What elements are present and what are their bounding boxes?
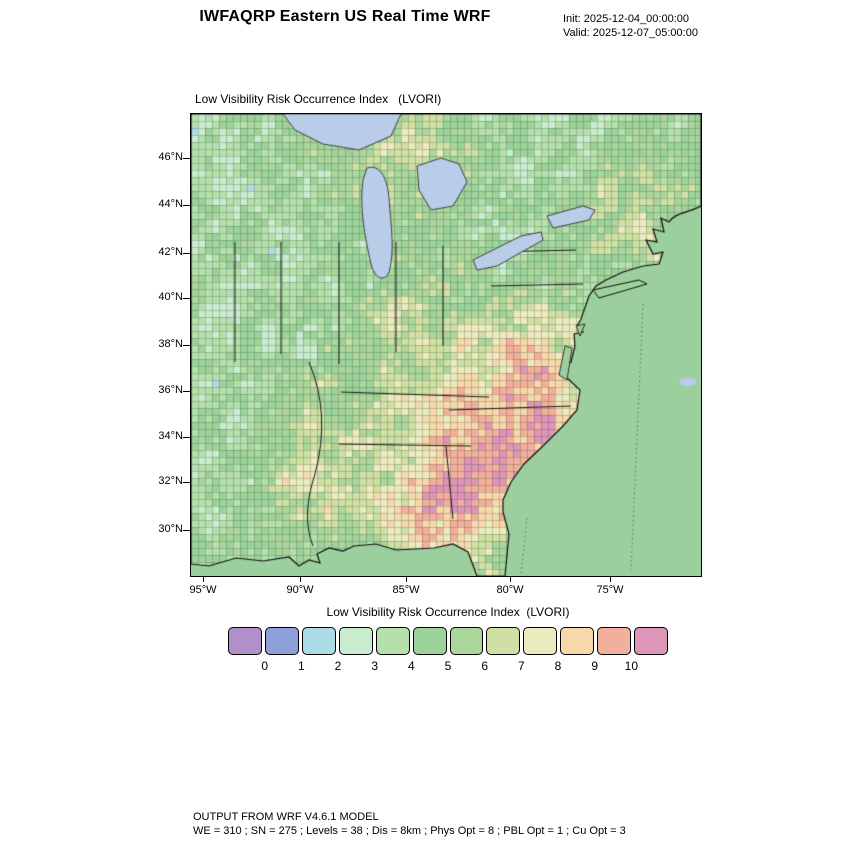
legend-color-cell [264,627,299,655]
lat-tick-mark [183,482,190,483]
lat-tick-label: 40°N [158,291,183,303]
lat-tick-label: 36°N [158,384,183,396]
legend-tick-label: 8 [554,659,562,673]
lon-tick-mark [406,576,407,582]
legend-color-cell [486,627,521,655]
map-panel-title: Low Visibility Risk Occurrence Index (LV… [195,92,442,106]
lat-tick-mark [183,345,190,346]
lvori-map-canvas [191,114,701,576]
legend-tick-label: 6 [481,659,488,673]
legend-tick-label: 9 [591,659,598,673]
legend-colorbar [228,627,669,655]
lon-tick-label: 85°W [392,584,420,596]
lat-tick-mark [183,158,190,159]
lon-tick-mark [203,576,204,582]
legend-color-cell [634,627,669,655]
footer-line2: WE = 310 ; SN = 275 ; Levels = 38 ; Dis … [193,825,626,837]
lat-tick-label: 42°N [158,246,183,258]
lat-tick-mark [183,205,190,206]
legend-tick-label: 1 [297,659,305,673]
legend-color-cell [338,627,373,655]
legend-tick-label: 10 [624,659,638,673]
lat-tick-label: 34°N [158,430,183,442]
legend-color-cell [301,627,336,655]
lat-tick-mark [183,391,190,392]
lon-tick-mark [610,576,611,582]
map-frame [190,113,702,577]
legend-color-cell [560,627,595,655]
lat-tick-mark [183,253,190,254]
legend-title: Low Visibility Risk Occurrence Index (LV… [326,605,570,619]
legend-color-cell [412,627,447,655]
lat-tick-label: 38°N [158,338,183,350]
valid-time: Valid: 2025-12-07_05:00:00 [563,27,698,39]
init-time: Init: 2025-12-04_00:00:00 [563,13,689,25]
legend-tick-label: 2 [334,659,342,673]
run-times: Init: 2025-12-04_00:00:00 Valid: 2025-12… [563,12,698,40]
lon-tick-label: 90°W [286,584,314,596]
footer-line1: OUTPUT FROM WRF V4.6.1 MODEL [193,811,379,823]
lat-tick-label: 46°N [158,151,183,163]
legend-tick-label: 0 [261,659,268,673]
legend-tick-label: 4 [407,659,415,673]
page-title: IWFAQRP Eastern US Real Time WRF [199,8,491,25]
lat-tick-mark [183,298,190,299]
legend-tick-label: 3 [371,659,378,673]
footer-note: OUTPUT FROM WRF V4.6.1 MODEL WE = 310 ; … [193,810,626,838]
legend-color-cell [375,627,410,655]
lon-tick-mark [510,576,511,582]
lat-tick-label: 32°N [158,475,183,487]
lat-tick-label: 30°N [158,523,183,535]
lat-tick-mark [183,437,190,438]
legend-color-cell [597,627,632,655]
legend-color-cell [523,627,558,655]
legend-color-cell [449,627,484,655]
lon-tick-mark [300,576,301,582]
lat-tick-label: 44°N [158,198,183,210]
lon-tick-label: 80°W [496,584,524,596]
lat-tick-mark [183,530,190,531]
lon-tick-label: 95°W [189,584,217,596]
legend-color-cell [228,627,262,655]
lon-tick-label: 75°W [596,584,624,596]
legend-tick-label: 5 [444,659,452,673]
legend-tick-label: 7 [517,659,525,673]
